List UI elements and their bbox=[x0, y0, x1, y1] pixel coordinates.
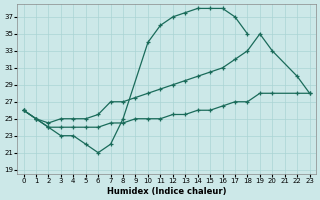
X-axis label: Humidex (Indice chaleur): Humidex (Indice chaleur) bbox=[107, 187, 226, 196]
